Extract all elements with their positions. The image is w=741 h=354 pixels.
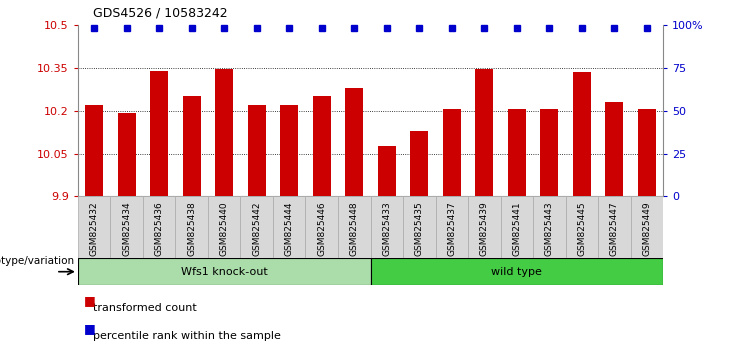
Text: ■: ■	[84, 294, 96, 307]
Bar	[436, 196, 468, 258]
Bar	[370, 196, 403, 258]
Bar	[598, 196, 631, 258]
Bar	[78, 196, 110, 258]
Bar	[540, 109, 558, 196]
Bar	[501, 196, 533, 258]
Text: GSM825433: GSM825433	[382, 201, 391, 256]
Bar	[370, 258, 663, 285]
Bar	[338, 196, 370, 258]
Bar	[378, 147, 396, 196]
Bar	[215, 69, 233, 196]
Bar	[183, 96, 201, 196]
Text: GSM825435: GSM825435	[415, 201, 424, 256]
Text: GSM825442: GSM825442	[252, 201, 261, 256]
Text: ■: ■	[84, 322, 96, 335]
Text: GSM825432: GSM825432	[90, 201, 99, 256]
Text: GSM825448: GSM825448	[350, 201, 359, 256]
Bar	[208, 196, 240, 258]
Bar	[118, 114, 136, 196]
Text: GSM825446: GSM825446	[317, 201, 326, 256]
Bar	[468, 196, 501, 258]
Bar	[240, 196, 273, 258]
Bar	[533, 196, 565, 258]
Bar	[605, 102, 623, 196]
Bar	[443, 109, 461, 196]
Bar	[313, 96, 330, 196]
Bar	[247, 105, 265, 196]
Bar	[110, 196, 143, 258]
Text: transformed count: transformed count	[93, 303, 196, 313]
Text: GSM825437: GSM825437	[448, 201, 456, 256]
Bar	[280, 105, 298, 196]
Text: GSM825438: GSM825438	[187, 201, 196, 256]
Bar	[476, 69, 494, 196]
Text: GSM825436: GSM825436	[155, 201, 164, 256]
Bar	[345, 88, 363, 196]
Bar	[305, 196, 338, 258]
Bar	[176, 196, 208, 258]
Bar	[631, 196, 663, 258]
Text: GSM825439: GSM825439	[480, 201, 489, 256]
Text: GSM825434: GSM825434	[122, 201, 131, 256]
Bar	[508, 109, 526, 196]
Text: GSM825445: GSM825445	[577, 201, 586, 256]
Text: genotype/variation: genotype/variation	[0, 256, 74, 266]
Bar	[411, 131, 428, 196]
Text: GSM825440: GSM825440	[219, 201, 229, 256]
Bar	[573, 72, 591, 196]
Bar	[403, 196, 436, 258]
Text: percentile rank within the sample: percentile rank within the sample	[93, 331, 281, 341]
Text: GSM825443: GSM825443	[545, 201, 554, 256]
Text: GSM825449: GSM825449	[642, 201, 651, 256]
Text: GSM825444: GSM825444	[285, 201, 293, 256]
Bar	[78, 258, 370, 285]
Text: wild type: wild type	[491, 267, 542, 277]
Text: Wfs1 knock-out: Wfs1 knock-out	[181, 267, 268, 277]
Text: GSM825447: GSM825447	[610, 201, 619, 256]
Text: GSM825441: GSM825441	[512, 201, 522, 256]
Bar	[273, 196, 305, 258]
Text: GDS4526 / 10583242: GDS4526 / 10583242	[93, 6, 227, 19]
Bar	[565, 196, 598, 258]
Bar	[143, 196, 176, 258]
Bar	[85, 105, 103, 196]
Bar	[638, 109, 656, 196]
Bar	[150, 70, 168, 196]
